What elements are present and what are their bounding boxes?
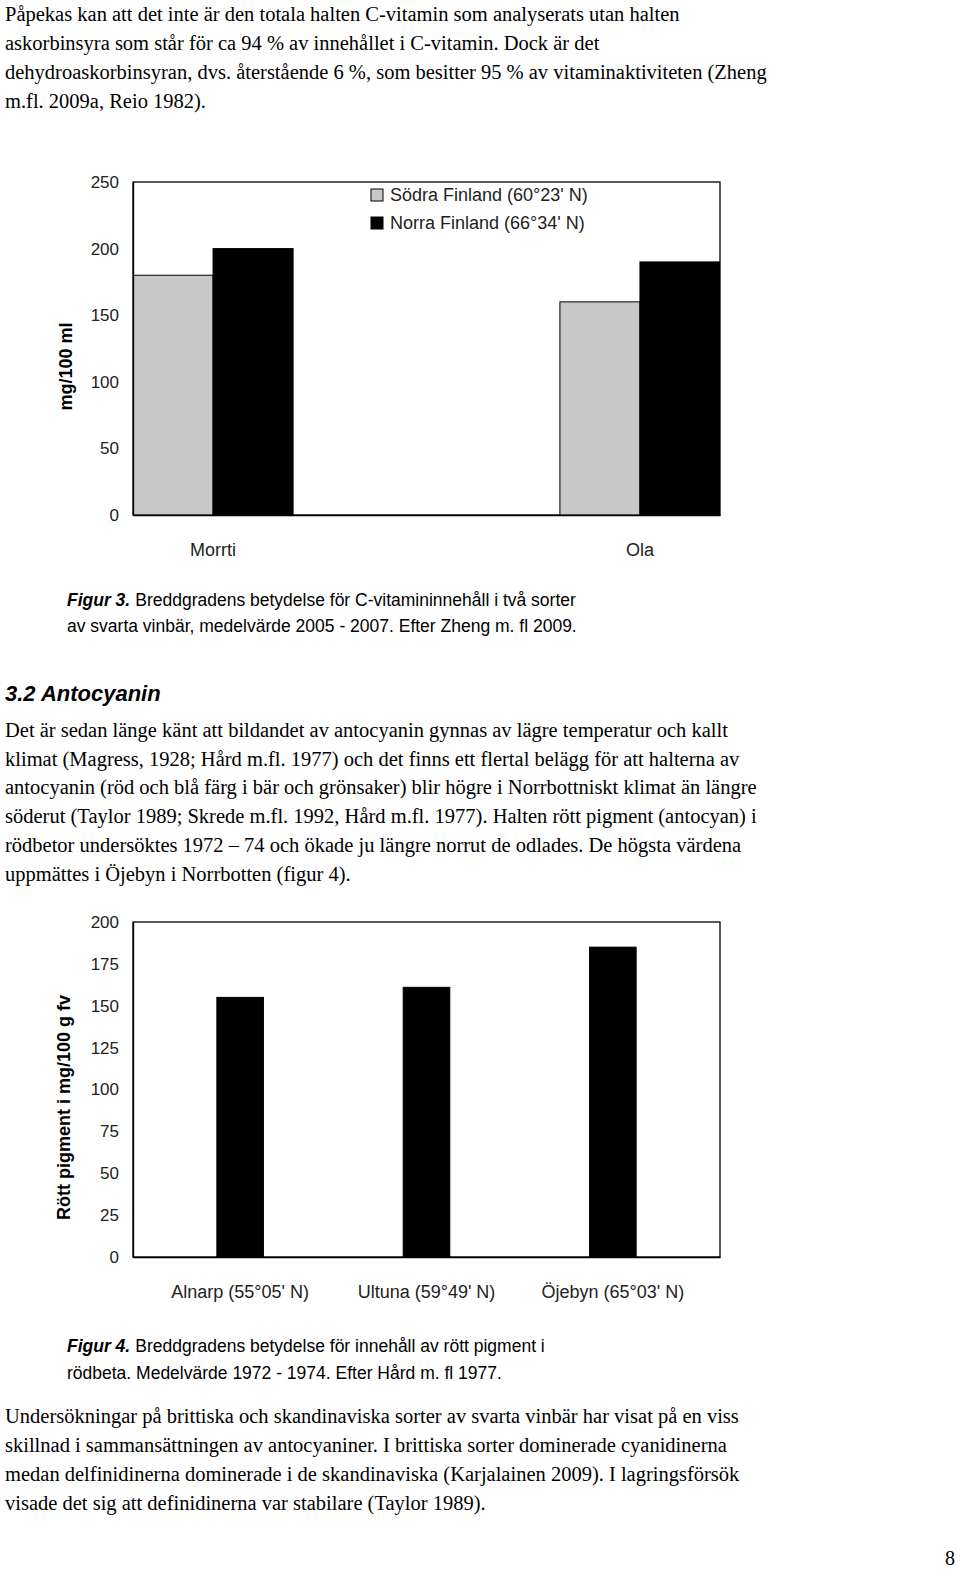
y-tick: 125 <box>91 1039 133 1058</box>
y-tick-label: 150 <box>91 997 119 1016</box>
page-number: 8 <box>945 1547 955 1569</box>
y-tick: 175 <box>91 955 133 974</box>
bar <box>133 275 213 515</box>
caption-line: Figur 4.Breddgradens betydelse för inneh… <box>67 1336 545 1356</box>
y-tick-label: 200 <box>91 913 119 932</box>
y-tick: 50 <box>100 439 133 458</box>
y-tick-label: 150 <box>91 306 119 325</box>
bar <box>560 302 640 515</box>
paragraph-line: Det är sedan länge känt att bildandet av… <box>5 719 728 742</box>
caption-line: Figur 3.Breddgradens betydelse för C-vit… <box>67 590 576 610</box>
y-tick-label: 100 <box>91 1080 119 1099</box>
y-tick: 0 <box>110 506 133 525</box>
paragraph-line: medan delfinidinerna dominerade i de ska… <box>5 1463 740 1486</box>
x-tick-label: Öjebyn (65°03' N) <box>541 1282 684 1302</box>
plot-frame <box>133 182 720 515</box>
y-axis-title: mg/100 ml <box>56 322 76 410</box>
bars <box>133 249 720 515</box>
legend-swatch <box>371 189 383 201</box>
y-tick-label: 75 <box>100 1122 119 1141</box>
plot-frame <box>133 922 720 1257</box>
y-tick-label: 0 <box>110 1248 119 1267</box>
bar <box>640 262 720 515</box>
x-axis: Alnarp (55°05' N) Ultuna (59°49' N) Öjebyn… <box>134 1257 721 1302</box>
y-axis: 0 25 50 75 100 125 150 175 200 <box>91 913 134 1267</box>
y-axis: 0 50 100 150 200 250 <box>91 173 134 525</box>
x-axis: Morrti Ola <box>134 515 721 560</box>
y-tick: 150 <box>91 306 133 325</box>
y-tick-label: 50 <box>100 439 119 458</box>
y-tick: 50 <box>100 1164 133 1183</box>
caption-line: av svarta vinbär, medelvärde 2005 - 2007… <box>67 616 577 636</box>
paragraph-line: antocyanin (röd och blå färg i bär och g… <box>5 776 757 799</box>
paragraph-line: söderut (Taylor 1989; Skrede m.fl. 1992,… <box>5 805 757 828</box>
legend: Södra Finland (60°23' N) Norra Finland (6… <box>371 185 588 233</box>
x-tick: Öjebyn (65°03' N) <box>541 1257 684 1302</box>
y-tick-label: 25 <box>100 1206 119 1225</box>
x-axis-line <box>134 515 721 516</box>
x-tick-label: Alnarp (55°05' N) <box>171 1282 309 1302</box>
y-tick-label: 125 <box>91 1039 119 1058</box>
y-tick: 75 <box>100 1122 133 1141</box>
y-axis-line <box>133 183 134 516</box>
chart: 0 50 100 150 200 250 Morrti Ola mg/100 ml Södra F… <box>56 173 721 560</box>
y-tick: 100 <box>91 1080 133 1099</box>
y-tick-label: 50 <box>100 1164 119 1183</box>
x-tick-label: Ultuna (59°49' N) <box>358 1282 496 1302</box>
x-tick-label: Ola <box>626 540 655 560</box>
y-tick-label: 200 <box>91 240 119 259</box>
legend-label: Norra Finland (66°34' N) <box>390 213 585 233</box>
paragraph-line: visade det sig att definidinerna var sta… <box>5 1492 486 1515</box>
y-tick: 25 <box>100 1206 133 1225</box>
paragraph-line: m.fl. 2009a, Reio 1982). <box>5 90 206 113</box>
legend-swatch <box>371 217 383 229</box>
heading: 3.2 Antocyanin <box>5 681 161 706</box>
paragraph-line: Påpekas kan att det inte är den totala h… <box>5 3 680 26</box>
y-tick-label: 250 <box>91 173 119 192</box>
y-tick: 250 <box>91 173 133 192</box>
y-axis-line <box>133 923 134 1258</box>
y-tick: 0 <box>110 1248 133 1267</box>
bar <box>403 987 450 1257</box>
x-tick: Ola <box>626 515 655 560</box>
y-tick: 200 <box>91 913 133 932</box>
y-tick-label: 175 <box>91 955 119 974</box>
paragraph-line: klimat (Magress, 1928; Hård m.fl. 1977) … <box>5 748 740 771</box>
paragraph-line: uppmättes i Öjebyn i Norrbotten (figur 4… <box>5 863 351 886</box>
y-tick: 200 <box>91 240 133 259</box>
caption-text: Breddgradens betydelse för C-vitamininne… <box>135 590 576 610</box>
chart: 0 25 50 75 100 125 150 175 200 Alnarp (55°05' N) U… <box>54 913 721 1302</box>
bar <box>590 947 637 1257</box>
paragraph-line: dehydroaskorbinsyran, dvs. återstående 6… <box>5 61 767 84</box>
page: Påpekas kan att det inte är den totala h… <box>0 0 960 1576</box>
y-axis-title: Rött pigment i mg/100 g fv <box>54 995 74 1220</box>
bars <box>217 947 636 1257</box>
legend-label: Södra Finland (60°23' N) <box>390 185 588 205</box>
caption-line: rödbeta. Medelvärde 1972 - 1974. Efter H… <box>67 1363 502 1383</box>
bar <box>217 997 264 1257</box>
y-tick: 100 <box>91 373 133 392</box>
bar <box>213 249 293 515</box>
paragraph-line: Undersökningar på brittiska och skandina… <box>5 1405 739 1428</box>
paragraph-line: skillnad i sammansättningen av antocyani… <box>5 1434 727 1457</box>
paragraph-line: askorbinsyra som står för ca 94 % av inn… <box>5 32 600 55</box>
x-axis-line <box>134 1257 721 1258</box>
x-tick-label: Morrti <box>190 540 236 560</box>
y-tick: 150 <box>91 997 133 1016</box>
x-tick: Ultuna (59°49' N) <box>358 1257 496 1302</box>
caption-text: Breddgradens betydelse för innehåll av r… <box>135 1336 545 1356</box>
caption-label: Figur 4. <box>67 1336 130 1356</box>
y-tick-label: 100 <box>91 373 119 392</box>
caption-label: Figur 3. <box>67 590 130 610</box>
x-tick: Alnarp (55°05' N) <box>171 1257 309 1302</box>
y-tick-label: 0 <box>110 506 119 525</box>
x-tick: Morrti <box>190 515 236 560</box>
paragraph-line: rödbetor undersöktes 1972 – 74 och ökade… <box>5 834 741 857</box>
